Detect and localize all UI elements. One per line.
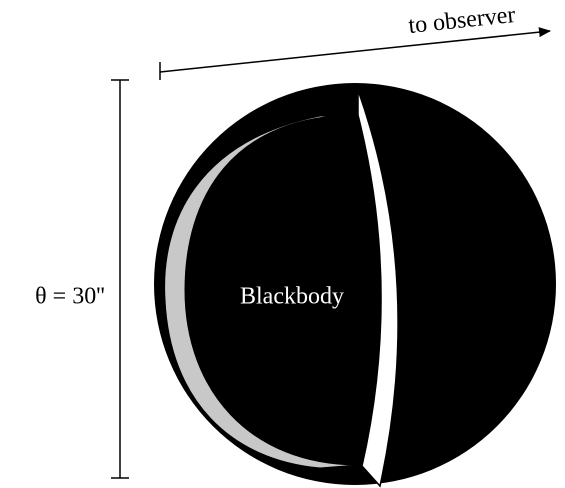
observer-arrow: [159, 27, 551, 73]
blackbody-core: [185, 115, 377, 465]
shell-cut: [357, 89, 399, 488]
sphere-label: Blackbody: [240, 284, 344, 310]
arrow-label: to observer: [407, 2, 516, 39]
size-label: θ = 30'': [35, 284, 105, 310]
